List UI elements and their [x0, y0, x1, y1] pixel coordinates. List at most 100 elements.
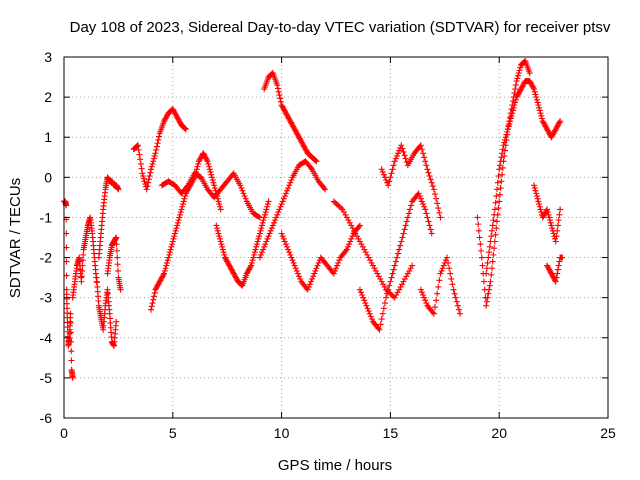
data-point: [242, 195, 249, 202]
series-sv-d: [93, 274, 120, 349]
data-point: [497, 158, 504, 165]
data-point: [361, 246, 368, 253]
data-point: [241, 193, 248, 200]
data-point: [498, 178, 505, 185]
data-point: [255, 235, 262, 242]
data-point: [161, 267, 168, 274]
data-point: [396, 286, 403, 293]
data-point: [270, 219, 277, 226]
data-point: [222, 181, 229, 188]
data-point: [275, 209, 282, 216]
data-point: [240, 190, 247, 197]
data-point: [106, 306, 113, 313]
data-point: [218, 241, 225, 248]
data-point: [78, 273, 85, 280]
data-point: [496, 162, 503, 169]
data-point: [315, 259, 322, 266]
data-point: [193, 166, 200, 173]
data-point: [173, 225, 180, 232]
data-point: [313, 265, 320, 272]
data-point: [510, 104, 517, 111]
data-point: [150, 158, 157, 165]
data-point: [381, 283, 388, 290]
data-point: [170, 235, 177, 242]
data-point: [348, 222, 355, 229]
data-point: [137, 160, 144, 167]
data-point: [426, 172, 433, 179]
data-point: [556, 119, 563, 126]
data-point: [149, 300, 156, 307]
data-point: [279, 198, 286, 205]
data-point: [359, 243, 366, 250]
data-point: [113, 241, 120, 248]
data-point: [529, 83, 536, 90]
series-sv-j: [261, 70, 320, 165]
data-point: [247, 263, 254, 270]
data-point: [380, 171, 387, 178]
data-point: [525, 68, 532, 75]
data-point: [453, 298, 460, 305]
data-point: [282, 241, 289, 248]
data-point: [281, 238, 288, 245]
data-point: [386, 178, 393, 185]
data-point: [312, 157, 319, 164]
data-point: [68, 338, 75, 345]
data-point: [537, 110, 544, 117]
data-point: [531, 182, 538, 189]
data-point: [393, 254, 400, 261]
data-point: [203, 155, 210, 162]
data-point: [321, 185, 328, 192]
data-point: [251, 251, 258, 258]
series-sv-l: [278, 222, 363, 293]
data-point: [434, 200, 441, 207]
data-point: [114, 254, 121, 261]
data-point: [137, 156, 144, 163]
data-point: [307, 278, 314, 285]
data-point: [488, 265, 495, 272]
data-point: [421, 203, 428, 210]
data-point: [379, 168, 386, 175]
data-point: [433, 195, 440, 202]
data-point: [416, 193, 423, 200]
data-point: [150, 296, 157, 303]
data-point: [423, 210, 430, 217]
data-point: [381, 174, 388, 181]
data-point: [494, 179, 501, 186]
data-point: [517, 64, 524, 71]
data-point: [164, 257, 171, 264]
data-point: [509, 107, 516, 114]
data-point: [279, 233, 286, 240]
data-point: [554, 270, 561, 277]
data-point: [435, 283, 442, 290]
data-point: [67, 314, 74, 321]
data-point: [392, 258, 399, 265]
data-point: [319, 183, 326, 190]
data-point: [73, 265, 80, 272]
data-point: [494, 218, 501, 225]
data-point: [69, 373, 76, 380]
data-point: [452, 294, 459, 301]
data-point: [536, 104, 543, 111]
data-point: [557, 206, 564, 213]
data-point: [344, 243, 351, 250]
data-point: [195, 172, 202, 179]
data-point: [490, 251, 497, 258]
data-point: [262, 209, 269, 216]
data-point: [163, 262, 170, 269]
data-point: [243, 272, 250, 279]
data-point: [552, 235, 559, 242]
data-point: [407, 265, 414, 272]
data-point: [417, 195, 424, 202]
x-tick-label: 0: [60, 425, 68, 441]
data-point: [206, 166, 213, 173]
x-tick-label: 10: [274, 425, 290, 441]
data-point: [405, 210, 412, 217]
data-point: [140, 175, 147, 182]
data-point: [367, 257, 374, 264]
data-point: [75, 255, 82, 262]
data-point: [426, 222, 433, 229]
data-point: [257, 227, 264, 234]
data-point: [284, 187, 291, 194]
data-point: [97, 234, 104, 241]
data-point: [217, 238, 224, 245]
